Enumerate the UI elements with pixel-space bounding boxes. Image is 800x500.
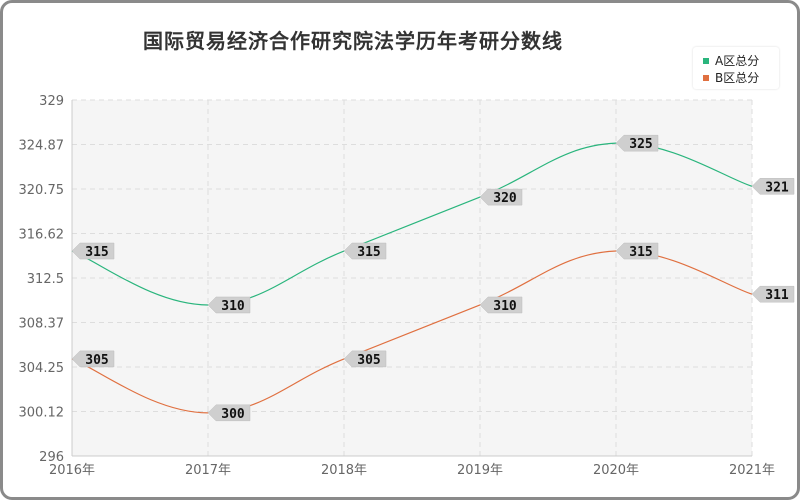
x-tick-label: 2020年: [593, 463, 639, 478]
data-label-text: 305: [357, 353, 380, 368]
data-label-text: 310: [493, 299, 517, 314]
x-tick-label: 2018年: [321, 463, 367, 478]
data-label: 315: [615, 242, 659, 260]
data-label-text: 321: [765, 180, 789, 195]
data-label-bg: [615, 134, 659, 152]
legend-swatch-b: [703, 74, 709, 81]
x-tick-label: 2016年: [49, 463, 95, 478]
data-label-bg: [615, 242, 659, 260]
data-label-bg: [207, 404, 251, 422]
data-label-bg: [479, 296, 523, 314]
data-label: 310: [207, 296, 251, 314]
data-label-bg: [479, 188, 523, 206]
data-label-text: 315: [629, 245, 652, 260]
x-tick-label: 2017年: [185, 463, 231, 478]
x-tick-label: 2019年: [457, 463, 503, 478]
chart-title: 国际贸易经济合作研究院法学历年考研分数线: [143, 29, 563, 53]
data-label: 315: [71, 242, 115, 260]
data-label: 315: [343, 242, 387, 260]
data-label-text: 311: [765, 288, 789, 303]
legend: A区总分 B区总分: [693, 47, 779, 89]
legend-label-a: A区总分: [715, 54, 760, 68]
data-label-bg: [751, 178, 795, 195]
data-label-bg: [751, 285, 795, 303]
data-label: 320: [479, 188, 523, 206]
legend-item-a[interactable]: A区总分: [703, 52, 759, 69]
data-label-text: 320: [493, 191, 517, 206]
data-label: 300: [207, 404, 251, 422]
data-label: 305: [343, 350, 387, 368]
x-tick-label: 2021年: [729, 463, 775, 478]
data-label-text: 315: [85, 245, 108, 260]
data-label-bg: [343, 242, 387, 260]
y-tick-label: 304.25: [19, 361, 65, 376]
data-label-text: 310: [221, 299, 245, 314]
data-label: 305: [71, 350, 115, 368]
data-label-text: 315: [357, 245, 380, 260]
y-tick-label: 300.12: [19, 406, 65, 421]
data-label-text: 325: [629, 137, 652, 152]
y-tick-label: 312.5: [27, 272, 64, 287]
legend-label-b: B区总分: [715, 71, 760, 85]
plot-background: [72, 100, 752, 456]
data-label: 321: [751, 178, 795, 195]
data-label-bg: [207, 296, 251, 314]
data-label-bg: [343, 350, 387, 368]
y-tick-label: 324.87: [19, 139, 65, 154]
data-label-bg: [71, 242, 115, 260]
y-tick-label: 320.75: [19, 183, 65, 198]
y-tick-label: 316.62: [19, 228, 65, 243]
data-label-text: 305: [85, 353, 108, 368]
y-tick-label: 308.37: [19, 317, 65, 332]
data-label: 325: [615, 134, 659, 152]
data-label-text: 300: [221, 407, 245, 422]
legend-swatch-a: [703, 57, 709, 64]
data-label: 310: [479, 296, 523, 314]
y-tick-label: 296: [39, 450, 64, 465]
data-label-bg: [71, 350, 115, 368]
y-tick-label: 329: [39, 94, 64, 109]
data-label: 311: [751, 285, 795, 303]
legend-item-b[interactable]: B区总分: [703, 69, 759, 86]
